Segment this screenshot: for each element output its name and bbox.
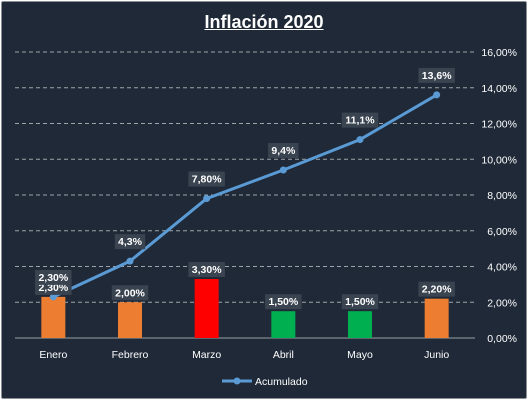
bar-data-label: 3,30%: [192, 264, 222, 276]
legend: Acumulado: [222, 376, 308, 388]
line-data-label-bg: [114, 234, 146, 250]
line-data-label: 7,80%: [192, 174, 222, 186]
line-data-label: 9,4%: [271, 145, 296, 157]
bar-data-label-bg: [188, 262, 225, 278]
bar: [348, 311, 372, 338]
bar-data-label-bg: [111, 285, 149, 301]
x-tick-label: Abril: [273, 349, 294, 361]
x-tick-label: Marzo: [192, 349, 221, 361]
line-series: [49, 91, 441, 301]
x-tick-label: Enero: [39, 349, 67, 361]
bar-data-label-bg: [418, 281, 455, 297]
line-data-label-bg: [418, 67, 455, 83]
bar-data-label: 2,20%: [422, 284, 452, 296]
line-data-label-bg: [188, 171, 225, 187]
chart-title: Inflación 2020: [204, 12, 324, 32]
x-axis-ticks: Enero Febrero Marzo Abril Mayo Junio: [39, 349, 449, 361]
y-tick-label: 8,00%: [487, 190, 517, 202]
y-axis-ticks: 0,00% 2,00% 4,00% 6,00% 8,00% 10,00% 12,00% 14,…: [481, 47, 517, 345]
bar: [194, 279, 219, 338]
gridlines: [15, 51, 475, 339]
data-labels: 2,30% 2,00%3,30%1,50% 1,50%2,20%2,30%4,3%7…: [35, 67, 455, 310]
x-tick-label: Mayo: [347, 349, 373, 361]
line-point: [203, 195, 211, 203]
y-tick-label: 0,00%: [487, 333, 517, 345]
line-path: [52, 93, 438, 299]
line-point: [126, 257, 134, 265]
y-tick-label: 12,00%: [481, 119, 517, 131]
line-data-label: 4,3%: [118, 236, 143, 248]
line-data-label: 2,30%: [38, 272, 68, 284]
line-point: [433, 91, 441, 99]
line-data-label: 11,1%: [345, 115, 375, 127]
bar: [118, 302, 142, 338]
y-tick-label: 16,00%: [481, 47, 517, 59]
bar-series: [41, 279, 449, 338]
legend-label: Acumulado: [255, 376, 308, 388]
y-tick-label: 10,00%: [481, 154, 517, 166]
line-data-label-bg: [35, 269, 72, 285]
y-tick-label: 14,00%: [481, 83, 517, 95]
bar-data-label: 1,50%: [345, 296, 375, 308]
bar-data-label-bg: [265, 294, 302, 310]
line-point: [279, 166, 287, 174]
y-tick-label: 4,00%: [487, 262, 517, 274]
legend-marker: [233, 377, 241, 385]
line-point: [356, 136, 364, 144]
y-tick-label: 2,00%: [487, 297, 517, 309]
bar-data-label: 1,50%: [268, 296, 298, 308]
x-tick-label: Junio: [424, 349, 449, 361]
line-data-label: 13,6%: [422, 70, 452, 82]
bar: [271, 311, 296, 338]
bar-data-label-bg: [341, 294, 379, 310]
bar: [424, 298, 449, 338]
line-data-label-bg: [341, 112, 379, 128]
x-tick-label: Febrero: [112, 349, 149, 361]
bar-data-label: 2,00%: [115, 287, 145, 299]
line-point: [49, 293, 57, 301]
line-data-label-bg: [268, 142, 299, 158]
bar: [41, 296, 66, 338]
y-tick-label: 6,00%: [487, 226, 517, 238]
